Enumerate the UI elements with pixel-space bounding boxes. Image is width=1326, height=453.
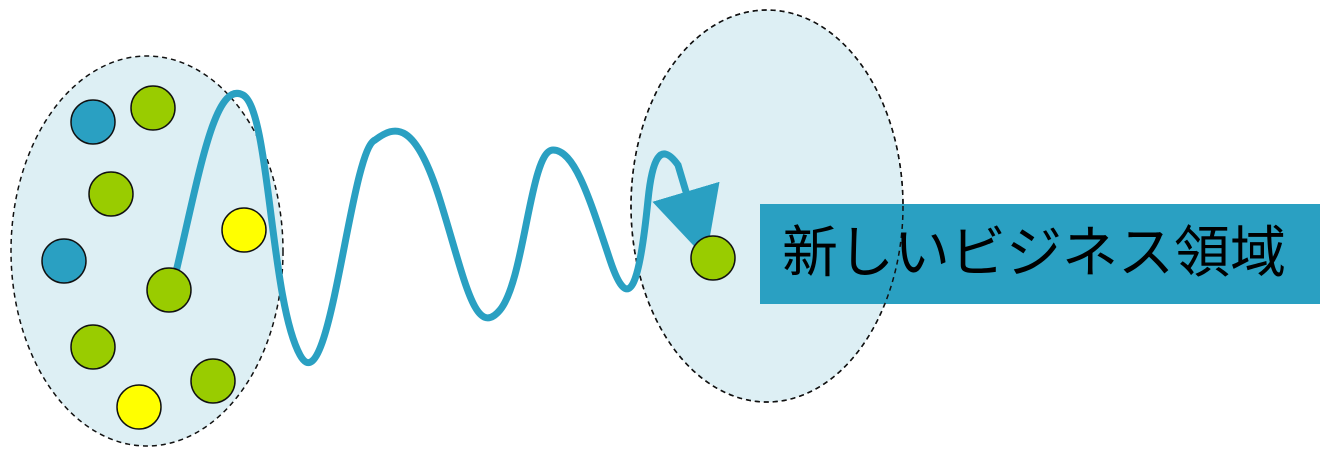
current-domain-dot-blue [41,238,87,284]
transition-path [172,89,720,367]
current-domain-dot-green [70,324,116,370]
label-background [760,204,1320,304]
new-business-domain-label: 新しいビジネス領域 [782,221,1286,286]
current-domain-dot-green [88,171,134,217]
current-domain-dot-yellow [116,384,162,430]
current-domain-dot-blue [70,99,116,145]
current-domain-dot-yellow [221,207,267,253]
new-domain-ellipse-outline [630,9,904,403]
new-domain-dot-green [690,235,736,281]
current-domain-dot-green [146,267,192,313]
new-domain-dots [690,235,736,281]
current-domain-dots [41,85,267,430]
current-domain-dot-green [190,358,236,404]
current-domain-dot-green [130,85,176,131]
